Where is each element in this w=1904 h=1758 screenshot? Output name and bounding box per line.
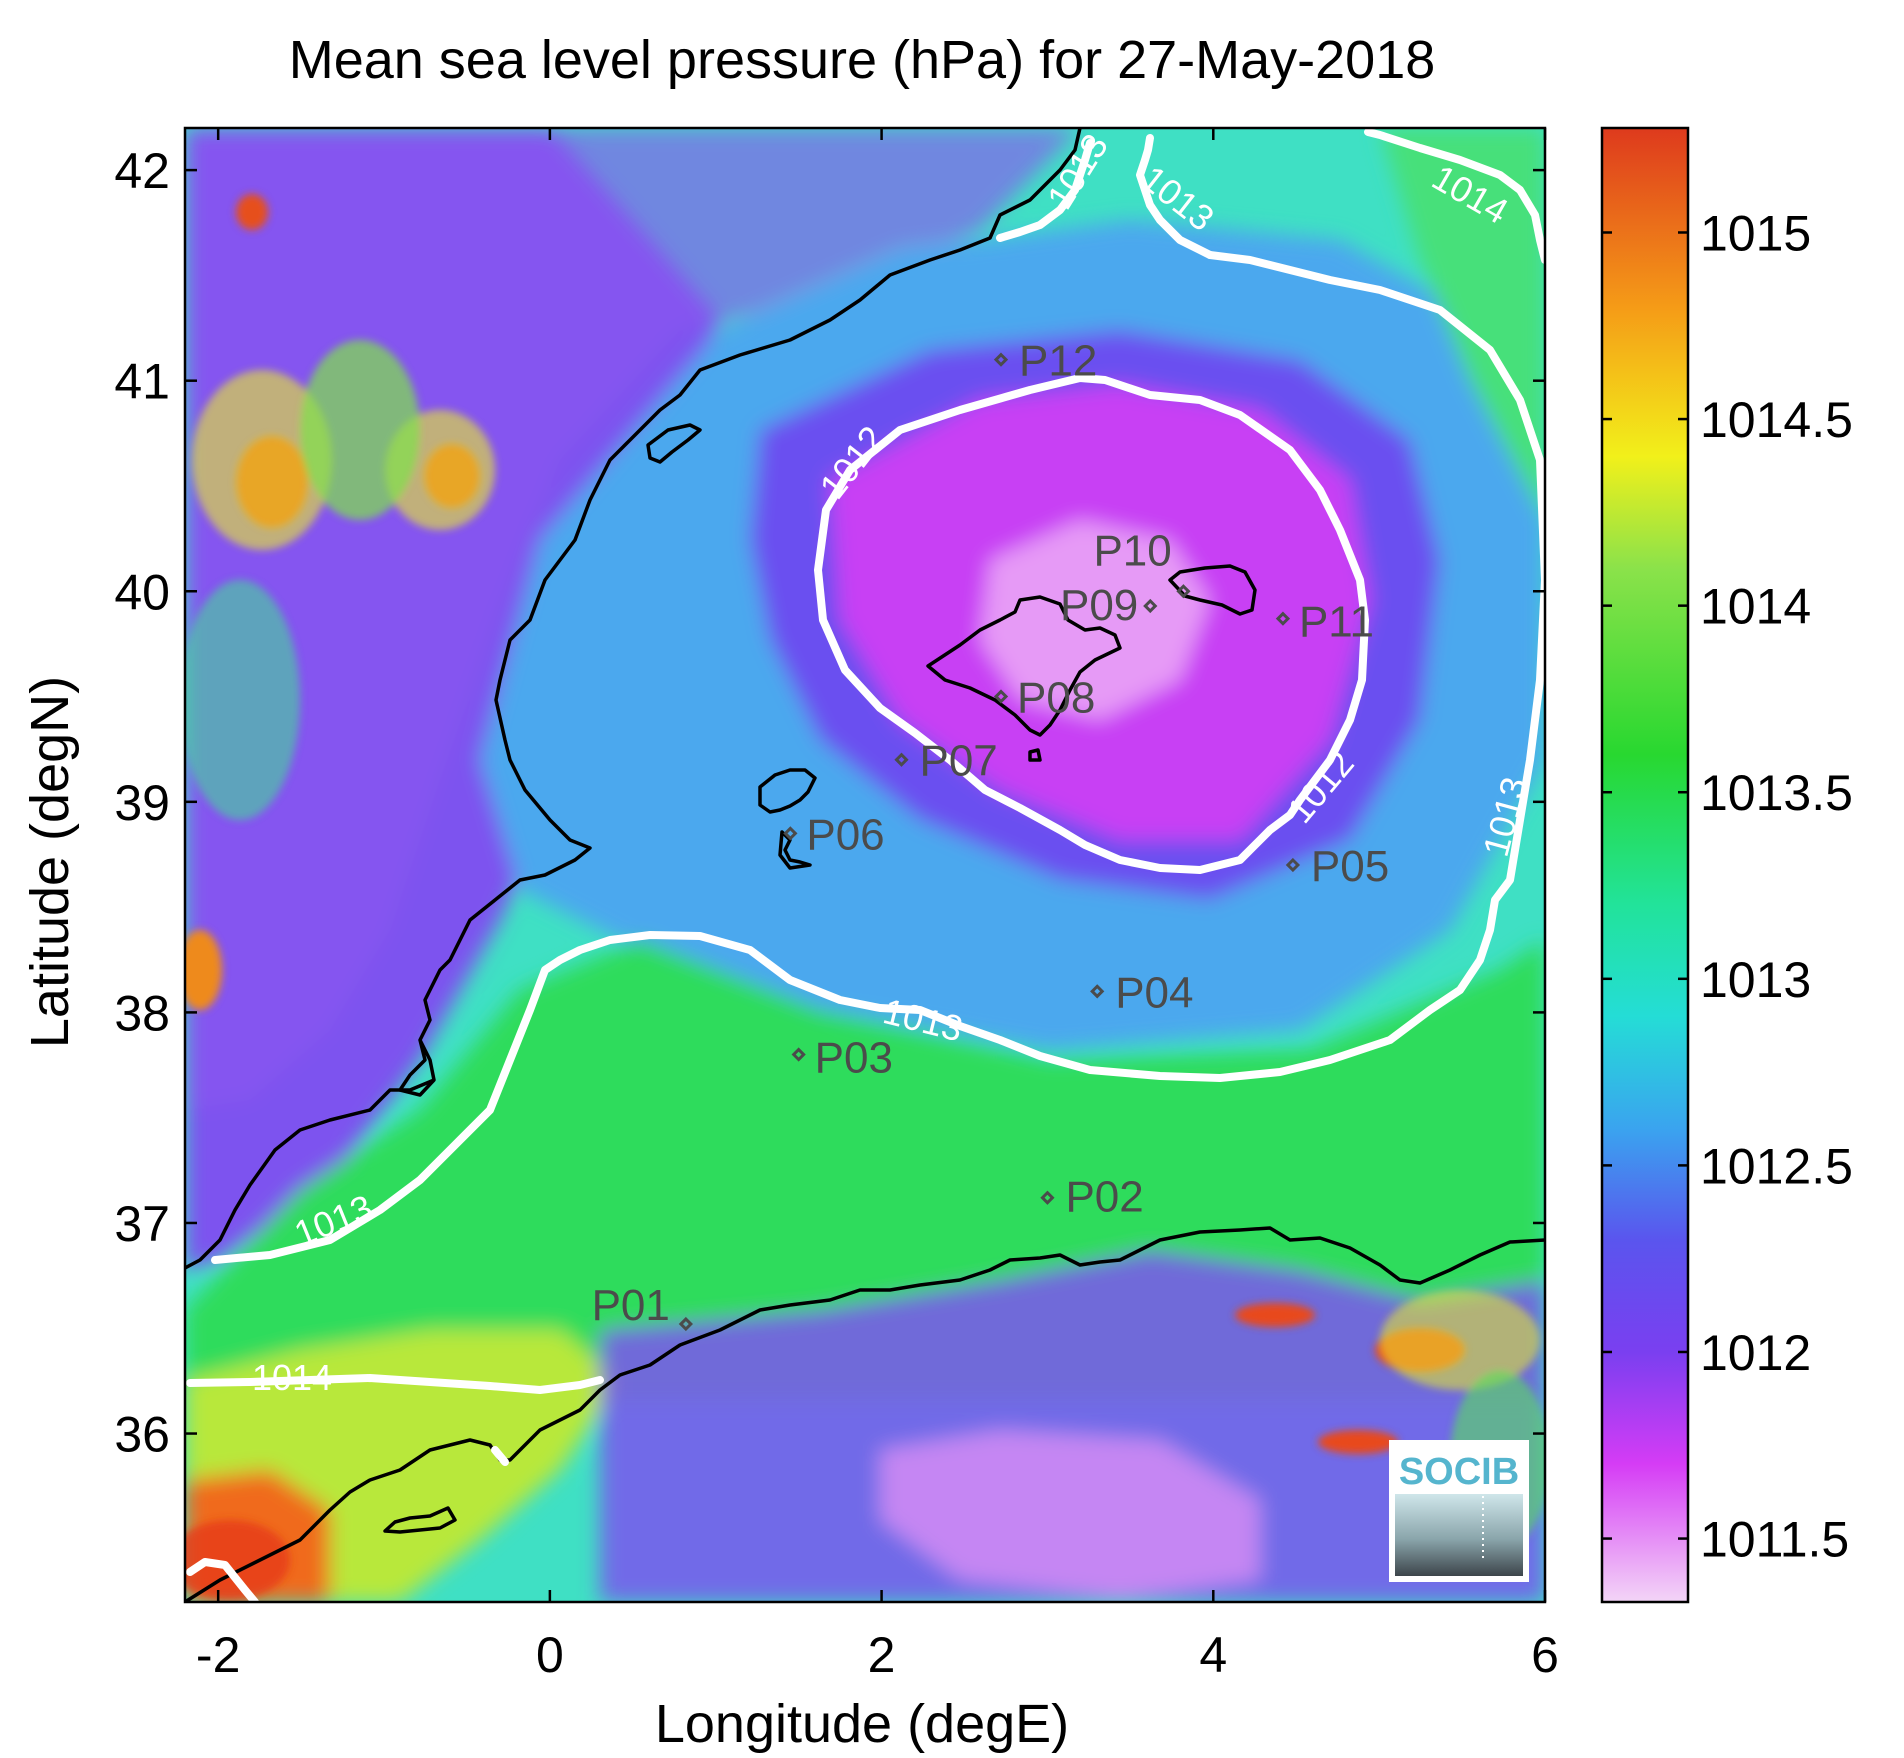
station-label: P10 [1093, 526, 1171, 575]
coastline-ibiza [758, 768, 817, 814]
station-marker [1275, 611, 1291, 626]
contour-1013-north-1 [1136, 134, 1214, 259]
station-label: P05 [1311, 842, 1389, 891]
colorbar-tick-label: 1012.5 [1700, 1138, 1853, 1194]
terrain-hotspots [185, 194, 1545, 1600]
field-low-center [980, 520, 1210, 720]
station-marker [1090, 984, 1105, 999]
station-marker [894, 752, 909, 767]
colorbar-tick-label: 1015 [1700, 205, 1811, 261]
coastline-alboran-island [383, 1506, 457, 1534]
coastlines [185, 128, 1545, 1602]
station-marker [1143, 598, 1158, 614]
coastline-iberia [398, 128, 1082, 1097]
coastline-africa [185, 1226, 1545, 1602]
station-label: P11 [1299, 598, 1374, 647]
station-label: P01 [592, 1281, 670, 1330]
x-tick-label: 4 [1199, 1627, 1227, 1683]
hotspot-iberia-green-1 [300, 340, 420, 520]
x-axis-label: Longitude (degE) [655, 1694, 1069, 1754]
hotspot-africa-red-1 [1235, 1303, 1315, 1327]
y-tick-label: 38 [114, 985, 170, 1041]
contour-1013-south [211, 251, 1545, 1264]
coastline-mallorca [926, 595, 1122, 737]
station-label: P06 [806, 810, 884, 859]
station-marker [783, 826, 798, 841]
station-marker [1176, 584, 1191, 599]
x-tick-label: 2 [868, 1627, 896, 1683]
contour-1014-sw [186, 1374, 604, 1394]
y-tick-label: 40 [114, 564, 170, 620]
colorbar-gradient [1602, 128, 1688, 1602]
colorbar-frame [1600, 126, 1690, 1604]
station-markers: P01 P02 P03 P04 P05 P06 P07 P08 P09 P10 P11 P12 [592, 337, 1389, 1332]
map-frame [183, 126, 1547, 1604]
x-tick-label: 6 [1531, 1627, 1559, 1683]
hotspot-alboran-red [185, 1520, 290, 1600]
y-axis-ticks: 36 37 38 39 40 41 42 [114, 143, 1545, 1463]
colorbar-tick-label: 1014 [1700, 579, 1811, 635]
coastline-iberia-south [185, 1078, 435, 1270]
y-axis-label: Latitude (degN) [20, 676, 80, 1048]
colorbar-tick-label: 1013.5 [1700, 765, 1853, 821]
y-tick-label: 37 [114, 1196, 170, 1252]
field-north-africa [600, 1250, 1545, 1602]
y-tick-label: 41 [114, 354, 170, 410]
y-tick-label: 39 [114, 775, 170, 831]
hotspot-iberia-red-3 [236, 194, 268, 230]
field-africa-pink [880, 1430, 1260, 1600]
colorbar-tick-label: 1012 [1700, 1325, 1811, 1381]
station-label: P04 [1115, 968, 1193, 1017]
station-marker [1285, 857, 1301, 873]
contour-1012 [814, 374, 1369, 874]
hotspot-iberia-orange [185, 930, 222, 1010]
station-label: P02 [1065, 1173, 1143, 1222]
colorbar-ticks: 1011.5 1012 1012.5 1013 1013.5 1014 1014.5 1015 [1602, 205, 1853, 1568]
figure-title: Mean sea level pressure (hPa) for 27-May… [289, 30, 1436, 90]
station-label: P08 [1017, 674, 1095, 723]
coastline-iberia-delta [646, 423, 702, 464]
hotspot-africa-yellow [1380, 1290, 1540, 1390]
x-axis-ticks: -2 0 2 4 6 [196, 128, 1559, 1683]
x-tick-label: 0 [536, 1627, 564, 1683]
contour-label: 1014 [252, 1357, 332, 1398]
station-label: P12 [1019, 337, 1097, 386]
hotspot-iberia-green-2 [185, 580, 300, 820]
contour-1014-ne [1364, 128, 1545, 264]
colorbar-tick-label: 1011.5 [1700, 1512, 1849, 1568]
socib-logo: SOCIB [1389, 1440, 1529, 1582]
station-marker [678, 1316, 693, 1332]
field-north-coast [185, 128, 1080, 1110]
coastline-menorca [1168, 564, 1257, 616]
pressure-field [185, 128, 1545, 1602]
x-tick-label: -2 [196, 1627, 240, 1683]
station-label: P09 [1060, 581, 1138, 630]
hotspot-africa-red-3 [1318, 1430, 1398, 1454]
station-marker [993, 352, 1009, 367]
hotspot-iberia-yellow-1 [192, 370, 332, 550]
colorbar-tick-label: 1014.5 [1700, 392, 1853, 448]
station-marker [993, 689, 1009, 704]
contour-1014-corner [186, 1558, 259, 1602]
socib-logo-water [1395, 1494, 1523, 1576]
station-marker [1040, 1190, 1055, 1205]
station-label: P07 [919, 737, 997, 786]
y-tick-label: 36 [114, 1407, 170, 1463]
colorbar-tick-label: 1013 [1700, 952, 1811, 1008]
contour-lines [186, 128, 1545, 1602]
contour-1014-coast [491, 1446, 509, 1466]
contour-1013-north-2 [996, 139, 1094, 242]
coastline-formentera [778, 830, 812, 870]
socib-logo-text: SOCIB [1399, 1451, 1519, 1493]
coastline-cabrera [1028, 748, 1042, 762]
station-label: P03 [815, 1034, 893, 1083]
colorbar: 1011.5 1012 1012.5 1013 1013.5 1014 1014.5 1015 [1600, 126, 1853, 1604]
y-tick-label: 42 [114, 143, 170, 199]
station-marker [791, 1047, 806, 1062]
